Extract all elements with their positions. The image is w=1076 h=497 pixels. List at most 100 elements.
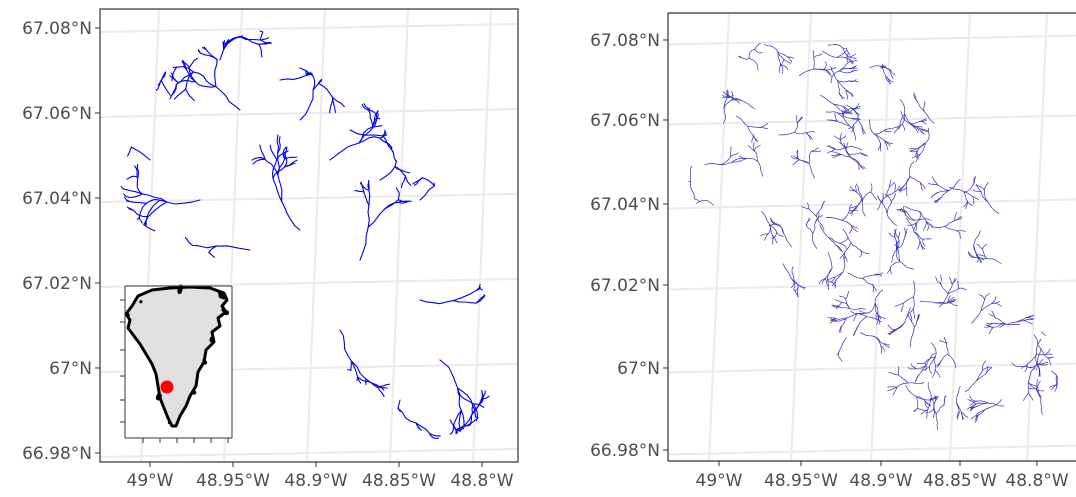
stream-segment <box>857 161 860 171</box>
stream-segment <box>991 296 997 304</box>
stream-segment <box>846 146 863 151</box>
stream-segment <box>840 139 847 148</box>
stream-segment <box>384 201 400 210</box>
stream-segment <box>1035 388 1042 397</box>
stream-segment <box>166 199 201 205</box>
stream-segment <box>916 396 919 409</box>
coast-island <box>218 293 224 299</box>
stream-segment <box>284 156 298 160</box>
stream-segment <box>1035 361 1038 371</box>
stream-segment <box>169 83 177 100</box>
stream-segment <box>143 220 147 226</box>
stream-segment <box>457 387 462 411</box>
stream-segment <box>810 147 819 152</box>
stream-segment <box>922 238 932 240</box>
stream-segment <box>882 343 891 348</box>
right-lon-tick-label: 49°W <box>696 471 743 491</box>
stream-segment <box>851 124 855 133</box>
stream-segment <box>145 199 161 222</box>
stream-segment <box>976 255 982 264</box>
stream-segment <box>841 219 852 226</box>
stream-segment <box>896 249 901 262</box>
stream-segment <box>738 56 742 59</box>
stream-segment <box>830 70 840 84</box>
stream-segment <box>374 113 378 126</box>
stream-segment <box>925 127 930 144</box>
stream-segment <box>913 407 919 412</box>
stream-segment <box>199 52 218 60</box>
stream-segment <box>277 136 281 154</box>
stream-segment <box>862 278 873 285</box>
stream-segment <box>917 142 926 152</box>
coast-island <box>139 300 143 304</box>
stream-segment <box>476 288 481 291</box>
stream-segment <box>796 149 799 160</box>
stream-segment <box>147 201 168 218</box>
stream-segment <box>277 174 283 203</box>
stream-segment <box>455 429 458 433</box>
stream-segment <box>941 190 950 198</box>
stream-segment <box>904 307 911 323</box>
stream-segment <box>907 222 918 226</box>
stream-segment <box>372 117 378 128</box>
stream-segment <box>141 193 168 203</box>
stream-segment <box>840 325 842 333</box>
stream-segment <box>827 317 837 319</box>
stream-segment <box>926 408 929 419</box>
stream-segment <box>1037 386 1042 400</box>
stream-segment <box>453 409 462 426</box>
stream-segment <box>259 30 264 33</box>
stream-segment <box>394 165 407 177</box>
stream-segment <box>332 97 336 113</box>
stream-segment <box>382 129 386 137</box>
stream-segment <box>894 302 904 307</box>
stream-segment <box>839 252 845 260</box>
stream-segment <box>419 299 454 305</box>
stream-segment <box>222 39 232 46</box>
stream-segment <box>857 316 867 327</box>
stream-segment <box>264 158 279 176</box>
left-lon-tick-label: 48.85°W <box>362 471 436 491</box>
stream-segment <box>731 158 740 164</box>
stream-segment <box>130 146 151 161</box>
stream-segment <box>849 125 857 141</box>
stream-segment <box>846 104 859 116</box>
coast-island <box>191 390 197 395</box>
stream-segment <box>847 53 857 58</box>
stream-segment <box>794 287 799 292</box>
stream-segment <box>898 251 901 262</box>
stream-segment <box>753 142 755 152</box>
stream-segment <box>731 160 740 164</box>
stream-segment <box>783 263 792 279</box>
stream-segment <box>455 424 469 431</box>
parallel-line <box>100 107 518 119</box>
stream-segment <box>875 336 884 345</box>
stream-segment <box>888 181 896 188</box>
stream-segment <box>185 71 194 90</box>
stream-segment <box>379 137 392 148</box>
stream-segment <box>894 322 906 330</box>
stream-segment <box>693 196 696 200</box>
stream-segment <box>918 365 927 376</box>
stream-segment <box>731 99 740 104</box>
stream-segment <box>771 232 778 240</box>
stream-segment <box>842 106 850 112</box>
stream-segment <box>845 290 849 300</box>
stream-segment <box>889 69 896 76</box>
stream-segment <box>922 238 926 247</box>
stream-segment <box>835 146 847 151</box>
left-lon-tick-label: 49°W <box>127 471 174 491</box>
stream-segment <box>902 296 914 304</box>
stream-segment <box>720 162 733 166</box>
stream-segment <box>832 154 842 158</box>
stream-segment <box>1055 373 1058 378</box>
stream-segment <box>894 228 896 238</box>
stream-segment <box>925 408 934 413</box>
stream-segment <box>404 175 412 186</box>
stream-segment <box>730 152 739 158</box>
stream-segment <box>842 228 852 244</box>
stream-segment <box>735 115 749 128</box>
stream-segment <box>975 413 978 423</box>
stream-segment <box>1023 392 1029 401</box>
stream-segment <box>798 68 815 77</box>
